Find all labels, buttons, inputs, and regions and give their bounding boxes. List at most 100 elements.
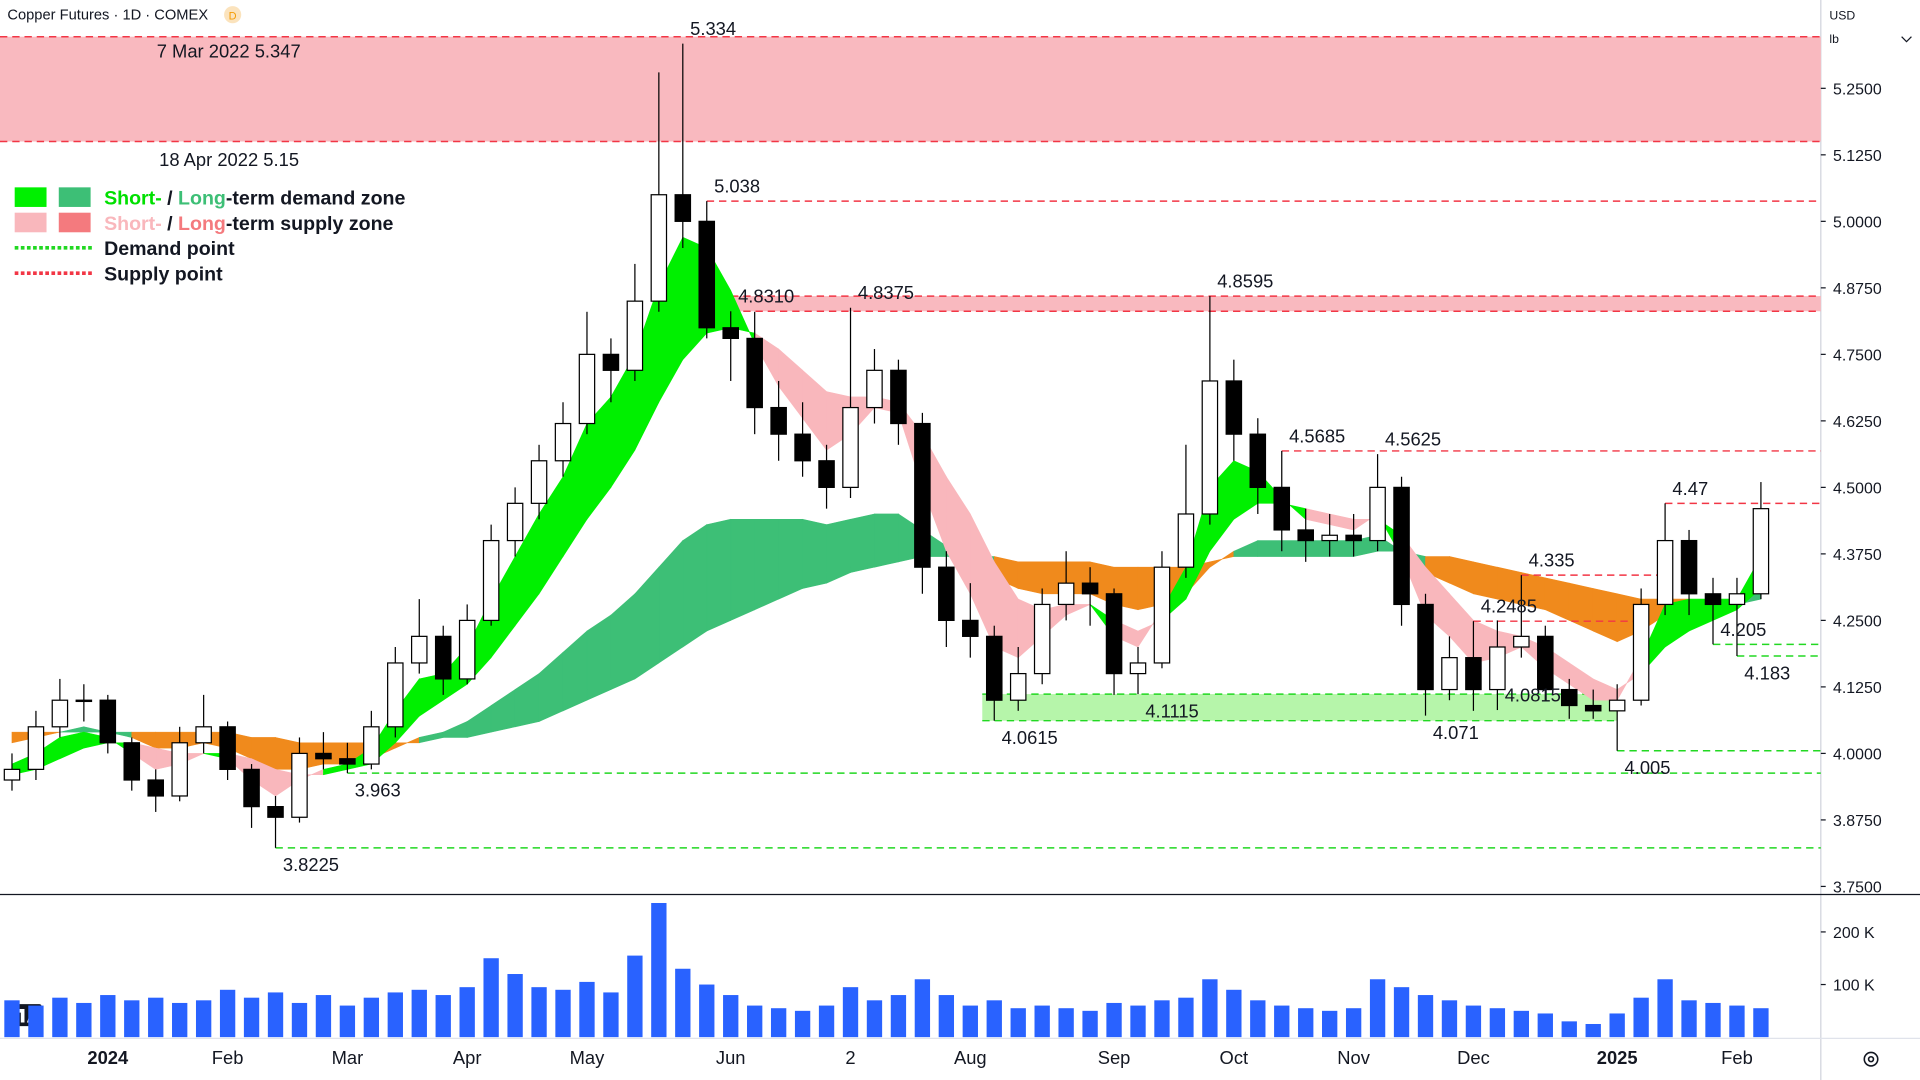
legend-text: -term demand zone	[226, 187, 406, 209]
candle-body	[938, 566, 955, 622]
legend-entry: Demand point	[104, 238, 235, 260]
volume-bar	[1202, 979, 1218, 1038]
volume-bar	[914, 979, 931, 1038]
volume-bar	[1178, 997, 1194, 1038]
volume-bar	[1441, 1000, 1458, 1038]
unit-dropdown[interactable]	[1901, 36, 1912, 43]
legend-text: Short-	[104, 213, 162, 235]
ribbon-segment	[754, 518, 779, 611]
candle-body	[267, 806, 284, 818]
ribbon-segment	[1281, 540, 1307, 557]
volume-bar	[435, 995, 451, 1038]
level-label: 4.205	[1720, 619, 1766, 640]
y-tick-label: 5.1250	[1833, 148, 1882, 165]
candle-body	[626, 300, 644, 371]
volume-bar	[627, 955, 643, 1038]
currency: USD	[1829, 9, 1855, 23]
candle-body	[1704, 593, 1722, 606]
ribbon-segment	[826, 518, 851, 584]
x-tick-label: Nov	[1337, 1047, 1370, 1068]
candle-body	[1057, 582, 1075, 606]
zone-label: 18 Apr 2022 5.15	[159, 149, 299, 170]
volume-bar	[339, 1005, 356, 1038]
y-tick-label: 5.2500	[1833, 81, 1882, 98]
volume-bar	[4, 1000, 20, 1038]
candle-body	[1584, 704, 1602, 712]
legend-text: Short-	[104, 187, 162, 209]
candle-body	[1009, 672, 1027, 701]
volume-bar	[1609, 1013, 1625, 1038]
zone	[982, 694, 1618, 721]
volume-bar	[1729, 1005, 1745, 1038]
volume-bar	[411, 989, 427, 1038]
legend-swatch	[14, 187, 47, 207]
volume-bar	[1681, 1000, 1697, 1038]
candle-body	[363, 726, 380, 765]
volume-bar	[1465, 1005, 1482, 1038]
volume-bar	[818, 1005, 835, 1038]
candle-body	[530, 460, 548, 504]
volume-bar	[531, 987, 547, 1038]
volume-bar	[291, 1002, 308, 1038]
volume-bar	[1130, 1005, 1146, 1038]
volume-bar	[675, 968, 691, 1038]
candle-body	[458, 619, 476, 680]
candle-body	[1608, 699, 1626, 712]
y-tick-label: 4.7500	[1833, 347, 1882, 364]
legend-swatch	[58, 212, 91, 233]
y-tick-label: 3.7500	[1833, 880, 1882, 897]
candle-body	[554, 422, 572, 462]
y-tick-label: 4.8750	[1833, 281, 1882, 298]
candle-body	[1465, 657, 1482, 691]
candle-body	[1489, 646, 1506, 691]
volume-bar	[52, 997, 68, 1038]
candle-body	[27, 726, 45, 770]
volume-bar	[1657, 979, 1673, 1038]
candle-body	[722, 327, 740, 340]
candle-body	[410, 635, 428, 664]
volume-bar	[1106, 1002, 1122, 1038]
volume-bar	[1417, 995, 1434, 1038]
volume-bar	[890, 995, 907, 1038]
legend-text: Long	[178, 187, 226, 209]
legend-text: /	[162, 213, 178, 235]
legend-entry: Short- / Long-term demand zone	[104, 187, 405, 209]
zone	[718, 296, 1821, 312]
candle-body	[794, 433, 811, 462]
y-tick-label: 4.3750	[1833, 547, 1882, 564]
volume-bar	[723, 995, 739, 1038]
volume-bar	[1082, 1010, 1098, 1038]
candle-body	[1201, 380, 1219, 515]
x-tick-label: Mar	[332, 1047, 364, 1068]
badge: D	[229, 11, 237, 23]
ribbon-segment	[1305, 540, 1330, 557]
volume-bar	[986, 1000, 1002, 1038]
volume-bar	[1585, 1023, 1601, 1038]
candle-body	[818, 460, 835, 488]
candle-body	[75, 699, 93, 703]
candle-body	[291, 752, 308, 818]
ribbon-segment	[778, 518, 803, 600]
volume-bar	[651, 902, 667, 1038]
candle-body	[1752, 508, 1770, 595]
level-label: 5.038	[714, 176, 760, 197]
legend-swatch	[58, 187, 91, 207]
volume-bar	[28, 1005, 44, 1038]
ribbon-segment	[1329, 540, 1354, 557]
volume-bar	[243, 997, 260, 1038]
candle-body	[123, 742, 141, 781]
volume-bar	[507, 974, 523, 1038]
volume-bar	[1393, 987, 1410, 1038]
volume-tick-label: 200 K	[1833, 925, 1875, 942]
settings-icon[interactable]	[1863, 1051, 1879, 1067]
volume-bar	[148, 997, 164, 1038]
level-label: 3.8225	[283, 854, 339, 875]
candle-body	[985, 635, 1003, 701]
x-tick-label: Dec	[1457, 1047, 1490, 1068]
volume-bar	[1058, 1008, 1074, 1038]
legend-text: /	[162, 187, 178, 209]
volume-bar	[76, 1002, 92, 1038]
ribbon-segment	[1257, 540, 1283, 557]
candle-body	[99, 699, 117, 744]
